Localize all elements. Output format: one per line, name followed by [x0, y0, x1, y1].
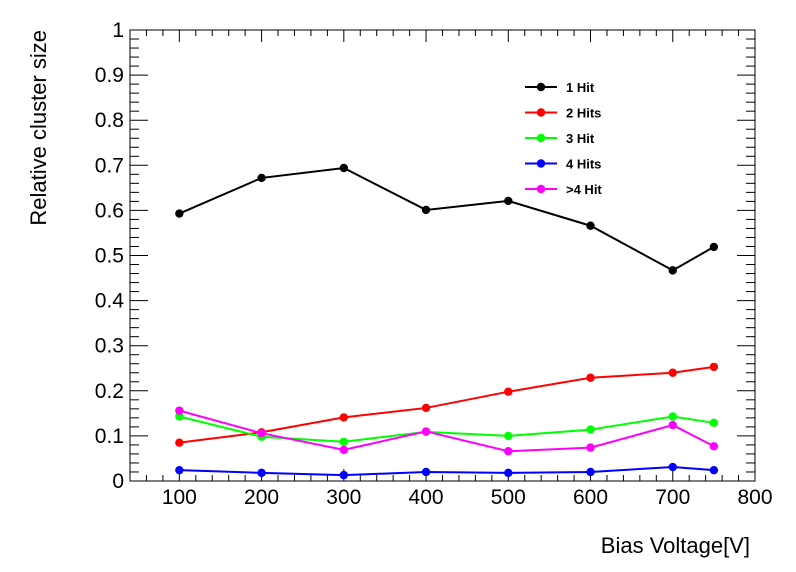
y-axis-ticks: 0 0.1 0.2 0.3 0.4 0.5 0.6 0.7 0.8 0.9 1 — [95, 19, 755, 493]
data-point — [709, 465, 719, 475]
data-point — [175, 438, 184, 447]
data-point — [257, 428, 266, 438]
legend-label: 1 Hit — [566, 80, 595, 95]
legend-marker — [536, 82, 546, 92]
data-point — [339, 413, 349, 422]
y-tick-label: 0.3 — [95, 335, 124, 358]
data-point — [175, 465, 184, 475]
legend-marker — [536, 159, 546, 168]
y-tick-label: 0.9 — [95, 64, 124, 87]
y-tick-label: 0.4 — [95, 290, 125, 313]
data-point — [668, 368, 677, 377]
data-point — [504, 387, 513, 396]
legend-label: 3 Hit — [566, 131, 595, 146]
data-point — [586, 425, 595, 434]
data-point — [709, 418, 719, 428]
data-point — [339, 470, 349, 480]
series-line — [179, 365, 715, 444]
data-point — [339, 437, 349, 446]
data-point — [586, 221, 595, 230]
x-tick-label: 300 — [326, 486, 361, 509]
x-tick-label: 800 — [737, 486, 772, 509]
y-tick-label: 0.7 — [95, 154, 124, 177]
data-point — [709, 442, 719, 451]
x-tick-label: 600 — [573, 486, 608, 509]
x-tick-label: 500 — [491, 486, 526, 509]
data-point — [586, 467, 595, 477]
data-point — [668, 462, 677, 472]
data-point — [709, 362, 719, 372]
data-point — [421, 403, 431, 413]
data-point — [586, 373, 595, 382]
data-point — [257, 173, 266, 183]
data-point — [421, 467, 431, 477]
series-layer — [175, 163, 719, 480]
data-point — [421, 205, 431, 215]
y-tick-label: 0.5 — [95, 245, 124, 268]
x-tick-label: 700 — [655, 486, 690, 509]
legend: 1 Hit 2 Hits 3 Hit 4 Hits >4 Hit — [525, 80, 602, 197]
y-tick-label: 0.8 — [95, 109, 124, 132]
plot-frame — [129, 29, 756, 482]
y-tick-label: 0.2 — [95, 380, 124, 403]
data-point — [421, 427, 431, 436]
data-point — [668, 420, 677, 430]
series-line — [179, 466, 714, 477]
x-tick-label: 400 — [409, 486, 444, 509]
data-point — [504, 468, 513, 478]
data-point — [175, 406, 184, 415]
y-tick-label: 0.1 — [95, 425, 124, 448]
x-axis-ticks: 100 200 300 400 500 600 700 800 — [129, 30, 773, 509]
y-axis-title: Relative cluster size — [26, 30, 51, 226]
x-tick-label: 200 — [244, 486, 279, 509]
data-point — [504, 447, 513, 456]
series-line — [178, 166, 715, 272]
data-point — [504, 431, 513, 441]
data-point — [504, 196, 513, 206]
series-line — [179, 409, 715, 453]
y-tick-label: 1 — [112, 19, 124, 42]
data-point — [339, 163, 349, 173]
y-tick-label: 0.6 — [95, 199, 124, 222]
data-point — [175, 412, 184, 421]
legend-label: >4 Hit — [566, 182, 602, 197]
data-point — [668, 266, 677, 275]
data-point — [175, 209, 184, 218]
legend-marker — [536, 184, 546, 194]
data-point — [257, 468, 266, 478]
y-tick-label: 0 — [112, 470, 124, 493]
data-point — [339, 445, 349, 455]
x-tick-label: 100 — [162, 486, 197, 509]
legend-label: 4 Hits — [566, 157, 601, 172]
data-point — [668, 412, 677, 421]
x-axis-title: Bias Voltage[V] — [601, 533, 750, 558]
data-point — [586, 443, 595, 452]
series-line — [179, 415, 715, 443]
legend-marker — [536, 133, 546, 143]
legend-label: 2 Hits — [566, 106, 601, 121]
legend-marker — [536, 108, 546, 117]
data-point — [709, 242, 719, 252]
